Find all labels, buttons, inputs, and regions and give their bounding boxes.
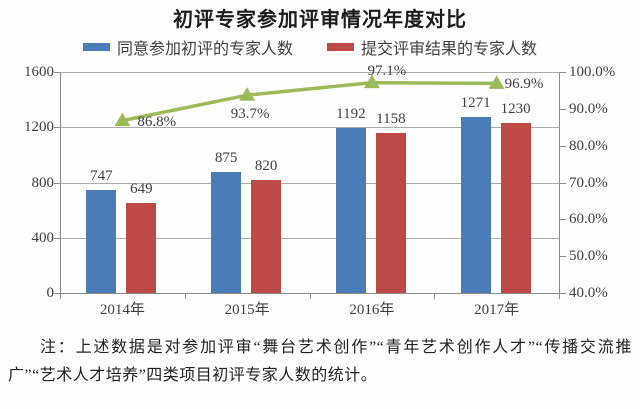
left-axis-tick-label: 800	[31, 174, 55, 191]
x-axis-tick	[184, 293, 186, 299]
right-axis-tick-label: 70.0%	[569, 174, 608, 191]
left-axis-tick	[54, 182, 60, 184]
legend-label-agreed: 同意参加初评的专家人数	[116, 41, 293, 58]
x-axis-tick	[559, 293, 560, 299]
right-axis-tick-label: 100.0%	[569, 64, 616, 80]
rate-point-label: 86.8%	[137, 113, 177, 130]
bar-submitted-2017年	[500, 123, 531, 293]
left-axis-tick	[54, 127, 60, 129]
bar-value-label: 820	[254, 157, 278, 174]
right-axis-tick	[560, 145, 566, 147]
left-axis-tick-label: 0	[46, 285, 55, 301]
bar-value-label: 1158	[376, 111, 406, 128]
bar-agreed-2015年	[211, 172, 242, 293]
left-axis-tick-label: 1600	[24, 64, 54, 80]
right-axis-tick	[560, 72, 566, 73]
x-axis-category-label: 2017年	[474, 302, 520, 318]
gridline	[60, 72, 559, 73]
x-axis-category-label: 2014年	[99, 302, 145, 318]
left-axis-tick-label: 1200	[24, 119, 54, 136]
left-axis-tick	[54, 237, 60, 239]
bar-value-label: 1230	[500, 101, 531, 118]
right-axis-tick-label: 50.0%	[569, 248, 608, 265]
bar-agreed-2016年	[335, 128, 366, 293]
right-axis-tick-label: 90.0%	[569, 100, 608, 117]
right-axis-tick	[560, 108, 566, 110]
rate-line	[122, 80, 497, 123]
x-axis-tick	[60, 293, 61, 299]
right-axis-tick	[560, 219, 566, 221]
right-axis-tick-label: 80.0%	[569, 137, 608, 154]
right-axis-tick	[560, 293, 566, 294]
y-axis-right	[559, 72, 560, 293]
chart-legend: 同意参加初评的专家人数 提交评审结果的专家人数	[60, 35, 560, 59]
right-axis-tick-label: 40.0%	[569, 285, 608, 301]
legend-swatch-blue-icon	[82, 43, 110, 51]
left-axis-tick-label: 400	[31, 229, 55, 246]
rate-marker-triangle-icon	[114, 112, 131, 127]
rate-marker-triangle-icon	[488, 75, 505, 89]
bar-value-label: 649	[130, 181, 153, 198]
left-axis-tick	[54, 293, 60, 294]
gridline	[60, 237, 559, 239]
x-axis-category-label: 2015年	[224, 302, 270, 318]
rate-point-label: 96.9%	[504, 76, 544, 93]
bar-agreed-2017年	[460, 117, 491, 293]
y-axis-left	[60, 72, 61, 293]
right-axis-tick-label: 60.0%	[569, 211, 608, 228]
gridline	[60, 127, 559, 129]
x-axis-category-label: 2016年	[349, 302, 395, 318]
bar-agreed-2014年	[86, 189, 117, 293]
right-axis-tick	[560, 182, 566, 184]
footnote: 注：上述数据是对参加评审“舞台艺术创作”“青年艺术创作人才”“传播交流推广”“艺…	[8, 339, 632, 384]
legend-label-submitted: 提交评审结果的专家人数	[361, 41, 538, 58]
legend-swatch-red-icon	[327, 43, 354, 51]
legend-item-agreed: 同意参加初评的专家人数	[82, 35, 293, 59]
gridline	[60, 182, 559, 184]
rate-point-label: 97.1%	[367, 62, 407, 79]
chart-title: 初评专家参加评审情况年度对比	[173, 9, 467, 31]
right-axis-tick	[560, 256, 566, 258]
rate-marker-triangle-icon	[239, 87, 256, 101]
x-axis-tick	[309, 293, 311, 299]
left-axis-tick	[54, 72, 60, 73]
x-axis-tick	[434, 293, 436, 299]
bar-submitted-2015年	[251, 179, 282, 293]
bar-value-label: 747	[90, 167, 113, 184]
bar-submitted-2016年	[375, 133, 406, 293]
bar-submitted-2014年	[126, 203, 157, 293]
legend-item-submitted: 提交评审结果的专家人数	[327, 35, 537, 59]
rate-point-label: 93.7%	[230, 106, 270, 123]
bar-value-label: 875	[214, 150, 238, 167]
